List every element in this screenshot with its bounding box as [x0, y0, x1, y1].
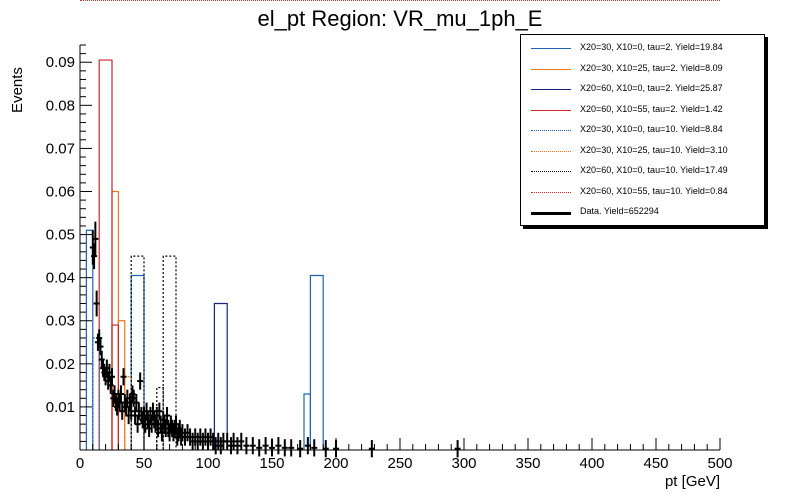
x-tick-label-8: 400 — [579, 455, 604, 472]
hist-bar-s6-b0 — [130, 255, 145, 450]
data-point-22 — [117, 385, 124, 403]
legend-label-3: X20=60, X10=55, tau=2. Yield=1.42 — [580, 103, 723, 114]
legend-entry-0: X20=30, X10=0, tau=2. Yield=19.84 — [521, 38, 764, 58]
data-point-105 — [368, 440, 375, 458]
x-axis-label: pt [GeV] — [665, 473, 720, 490]
hist-bar-s3-b1 — [111, 324, 119, 450]
x-tick-label-2: 100 — [195, 455, 220, 472]
legend-swatch-3 — [531, 109, 571, 111]
legend-swatch-1 — [531, 68, 571, 70]
legend-label-7: X20=60, X10=55, tau=10. Yield=0.84 — [580, 185, 728, 196]
legend-swatch-8 — [531, 212, 571, 215]
data-point-58 — [164, 406, 171, 425]
data-point-97 — [275, 437, 282, 455]
data-point-24 — [120, 368, 127, 386]
y-tick-label-0: 0.01 — [46, 399, 75, 416]
legend-entry-4: X20=30, X10=0, tau=10. Yield=8.84 — [521, 120, 764, 140]
hist-bar-s2-b0 — [213, 302, 228, 450]
data-point-87 — [224, 432, 231, 450]
hist-bar-s0-b3 — [309, 274, 324, 450]
legend-entry-5: X20=30, X10=25, tau=10. Yield=3.10 — [521, 141, 764, 161]
x-tick-label-0: 0 — [76, 455, 84, 472]
y-tick-label-5: 0.06 — [46, 183, 75, 200]
legend-label-6: X20=60, X10=0, tau=10. Yield=17.49 — [580, 165, 728, 175]
legend-label-2: X20=60, X10=0, tau=2. Yield=25.87 — [580, 83, 723, 93]
legend-swatch-5 — [531, 150, 571, 152]
legend-entry-7: X20=60, X10=55, tau=10. Yield=0.84 — [521, 182, 764, 202]
x-tick-label-9: 450 — [643, 455, 668, 472]
x-tick-label-4: 200 — [323, 455, 348, 472]
legend-label-8: Data. Yield=652294 — [580, 206, 659, 216]
x-tick-label-7: 350 — [515, 455, 540, 472]
y-tick-label-3: 0.04 — [46, 270, 75, 287]
data-point-6 — [97, 337, 104, 356]
legend-swatch-6 — [531, 171, 571, 172]
data-point-30 — [128, 402, 135, 420]
y-tick-label-8: 0.09 — [46, 54, 75, 71]
legend-swatch-2 — [531, 89, 571, 90]
data-point-99 — [288, 439, 295, 457]
y-tick-label-2: 0.03 — [46, 313, 75, 330]
legend-swatch-7 — [531, 191, 571, 193]
data-point-3 — [93, 290, 100, 317]
data-point-101 — [304, 437, 311, 455]
data-point-102 — [311, 439, 318, 457]
legend-entry-2: X20=60, X10=0, tau=2. Yield=25.87 — [521, 79, 764, 99]
x-tick-label-5: 250 — [387, 455, 412, 472]
data-point-15 — [109, 368, 115, 386]
y-tick-label-7: 0.08 — [46, 97, 75, 114]
x-tick-label-3: 150 — [259, 455, 284, 472]
hist-bar-s6-b3 — [162, 255, 177, 450]
hist-bar-s3-b0 — [98, 59, 113, 450]
x-tick-label-1: 50 — [136, 455, 153, 472]
data-point-100 — [297, 440, 304, 458]
chart-title: el_pt Region: VR_mu_1ph_E — [257, 6, 543, 31]
legend-entry-8: Data. Yield=652294 — [521, 202, 764, 222]
x-tick-label-6: 300 — [451, 455, 476, 472]
legend-label-4: X20=30, X10=0, tau=10. Yield=8.84 — [580, 124, 723, 134]
data-points-layer — [89, 221, 461, 458]
y-tick-label-4: 0.05 — [46, 227, 75, 244]
data-point-2 — [92, 221, 99, 257]
data-point-103 — [322, 440, 329, 458]
data-point-95 — [262, 437, 269, 455]
legend-label-0: X20=30, X10=0, tau=2. Yield=19.84 — [580, 42, 723, 52]
data-point-90 — [234, 437, 241, 455]
hist-bar-s4-b0 — [92, 337, 100, 450]
y-tick-label-6: 0.07 — [46, 140, 75, 157]
legend-entry-1: X20=30, X10=25, tau=2. Yield=8.09 — [521, 59, 764, 79]
y-axis-label: Events — [9, 67, 26, 113]
legend-label-1: X20=30, X10=25, tau=2. Yield=8.09 — [580, 62, 723, 73]
ticks-layer: 0 50 100 150 200 250 300 350 400 450 500 0.01 0.02 0.… — [46, 44, 733, 472]
y-tick-label-1: 0.02 — [46, 356, 75, 373]
legend-entry-6: X20=60, X10=0, tau=10. Yield=17.49 — [521, 161, 764, 181]
data-point-37 — [137, 372, 144, 390]
data-point-106 — [454, 440, 461, 458]
x-tick-label-10: 500 — [707, 455, 732, 472]
top-dotted-line — [80, 0, 720, 1]
legend: X20=30, X10=0, tau=2. Yield=19.84 X20=30,… — [520, 34, 765, 226]
data-point-93 — [249, 437, 256, 455]
data-point-52 — [156, 402, 163, 420]
data-point-91 — [238, 432, 245, 450]
legend-swatch-4 — [531, 130, 571, 131]
legend-entry-3: X20=60, X10=55, tau=2. Yield=1.42 — [521, 100, 764, 120]
data-point-35 — [134, 415, 141, 433]
legend-label-5: X20=30, X10=25, tau=10. Yield=3.10 — [580, 144, 728, 155]
legend-swatch-0 — [531, 48, 571, 49]
